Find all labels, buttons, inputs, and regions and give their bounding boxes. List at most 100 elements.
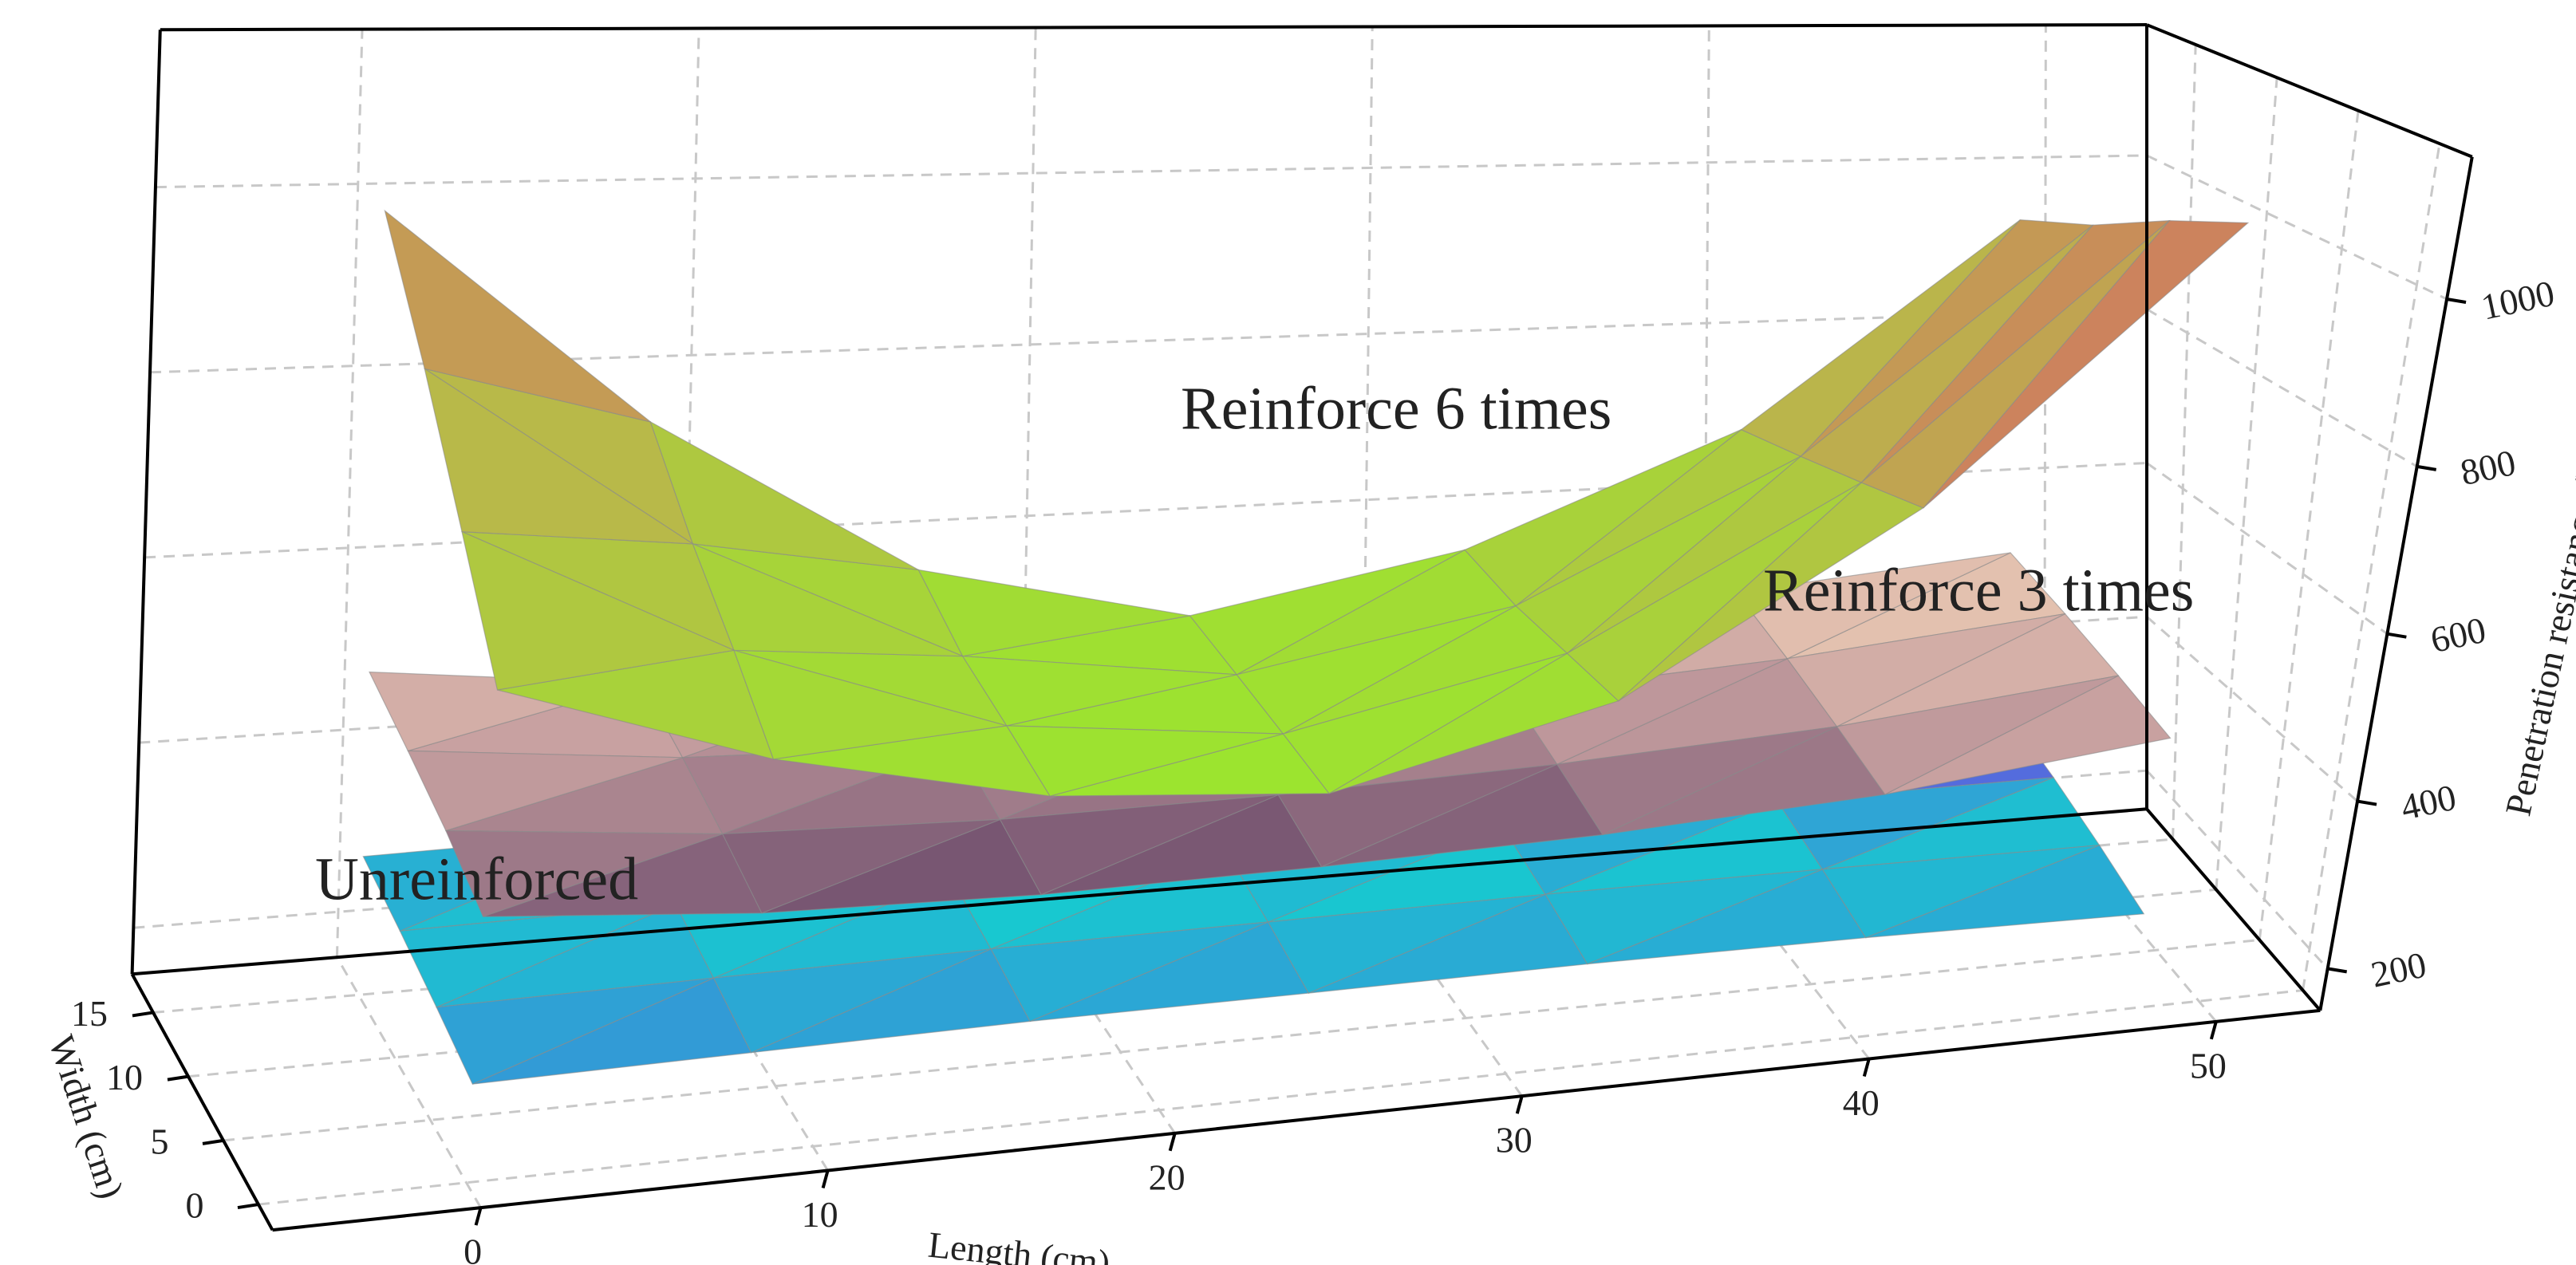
grid-line: [1018, 27, 1037, 902]
series-label: Unreinforced: [315, 845, 638, 912]
tick-mark: [821, 1169, 830, 1189]
surface-facet: [1005, 725, 1284, 797]
surface-facet: [461, 530, 736, 691]
surface-facet: [1836, 675, 2119, 795]
axis-line: [130, 30, 162, 975]
surface-facet: [917, 569, 1190, 657]
surface-facet: [1189, 549, 1466, 676]
surface-facet: [1464, 429, 1742, 607]
grid-line: [2043, 816, 2217, 1023]
z-tick-label: 1000: [2478, 273, 2558, 328]
surface-facet: [1282, 652, 1568, 794]
x-tick-label: 50: [2190, 1045, 2227, 1086]
x-tick-label: 10: [802, 1194, 838, 1235]
surface-facet: [407, 750, 683, 832]
series-label: Reinforce 6 times: [1181, 375, 1611, 442]
surface-facet: [721, 818, 1000, 914]
tick-mark: [2209, 1021, 2218, 1040]
z-tick-label: 200: [2368, 944, 2430, 995]
surface-facet: [424, 367, 695, 545]
axis-line: [2318, 156, 2474, 1011]
axis-line: [2146, 23, 2473, 159]
grid-line: [258, 989, 2303, 1206]
tick-mark: [202, 1138, 224, 1145]
surface-facet: [990, 921, 1268, 1023]
tick-mark: [2446, 298, 2467, 304]
surface-facet: [1786, 613, 2065, 727]
tick-mark: [474, 1207, 483, 1226]
surface-facet: [692, 542, 963, 657]
surface-facet: [1566, 482, 1862, 702]
surface-facet: [1556, 726, 1837, 836]
x-tick-label: 30: [1496, 1120, 1533, 1161]
surface-facet: [1800, 224, 2093, 483]
tick-mark: [2416, 464, 2437, 471]
grid-line: [2145, 770, 2329, 970]
surface-facet: [384, 209, 651, 423]
series-label: Reinforce 3 times: [1763, 557, 2194, 624]
x-tick-label: 0: [464, 1232, 482, 1265]
surface-facet: [1236, 605, 1517, 735]
tick-mark: [237, 1203, 259, 1210]
x-axis-title: Length (cm): [926, 1224, 1112, 1265]
surface-facet: [1777, 777, 2054, 870]
surface-facet: [649, 420, 919, 570]
tick-mark: [1862, 1058, 1871, 1078]
tick-mark: [2327, 967, 2348, 974]
axis-line: [272, 1008, 2321, 1232]
tick-mark: [132, 1011, 154, 1018]
surfaces: [362, 209, 2250, 1085]
grid-line: [2302, 143, 2441, 991]
grid-line: [2258, 110, 2360, 940]
surface-facet: [999, 794, 1279, 896]
y-tick-label: 10: [106, 1057, 143, 1098]
surface-facet: [1740, 219, 2021, 457]
axis-line: [160, 23, 2148, 32]
surface-facet: [444, 830, 723, 917]
tick-mark: [2357, 799, 2377, 806]
surface-facet: [399, 903, 677, 1008]
tick-mark: [1168, 1133, 1177, 1152]
y-tick-label: 0: [185, 1185, 203, 1226]
y-tick-label: 5: [150, 1121, 168, 1161]
grid-line: [2146, 616, 2359, 802]
surface-facet: [733, 649, 1008, 760]
tick-mark: [2387, 632, 2407, 639]
grid-line: [223, 938, 2260, 1142]
grid-line: [155, 154, 2148, 189]
x-tick-label: 20: [1149, 1157, 1185, 1197]
grid-line: [2172, 44, 2197, 840]
grid-line: [336, 956, 482, 1208]
x-tick-label: 40: [1843, 1082, 1880, 1123]
surface-facet: [1860, 220, 2170, 509]
z-tick-label: 600: [2427, 609, 2489, 660]
axis-line: [2145, 807, 2322, 1012]
z-tick-label: 400: [2397, 777, 2460, 828]
surface-facet: [1544, 869, 1823, 965]
grid-line: [2146, 308, 2418, 468]
y-tick-label: 15: [71, 993, 108, 1034]
axis-line: [130, 973, 274, 1232]
surface-facet: [1277, 763, 1558, 868]
surface-facet: [1515, 455, 1801, 654]
surface-facet: [436, 977, 714, 1085]
axis-line: [132, 807, 2148, 976]
tick-mark: [1515, 1095, 1524, 1114]
grid-line: [2146, 462, 2389, 635]
surface-facet: [1821, 845, 2100, 939]
tick-mark: [167, 1074, 189, 1082]
surface-facet: [1735, 552, 2011, 660]
surface-facet: [1267, 893, 1546, 994]
z-tick-label: 800: [2457, 442, 2519, 493]
grid-line: [2043, 25, 2047, 818]
surface-facet: [961, 656, 1237, 727]
grid-line: [2146, 154, 2448, 301]
frame: [130, 23, 2474, 1232]
grid-line: [2215, 77, 2278, 890]
grid-line: [1702, 844, 1870, 1060]
grid-line: [1360, 873, 1523, 1098]
grid-line: [335, 29, 364, 958]
surface-facet: [712, 948, 992, 1054]
